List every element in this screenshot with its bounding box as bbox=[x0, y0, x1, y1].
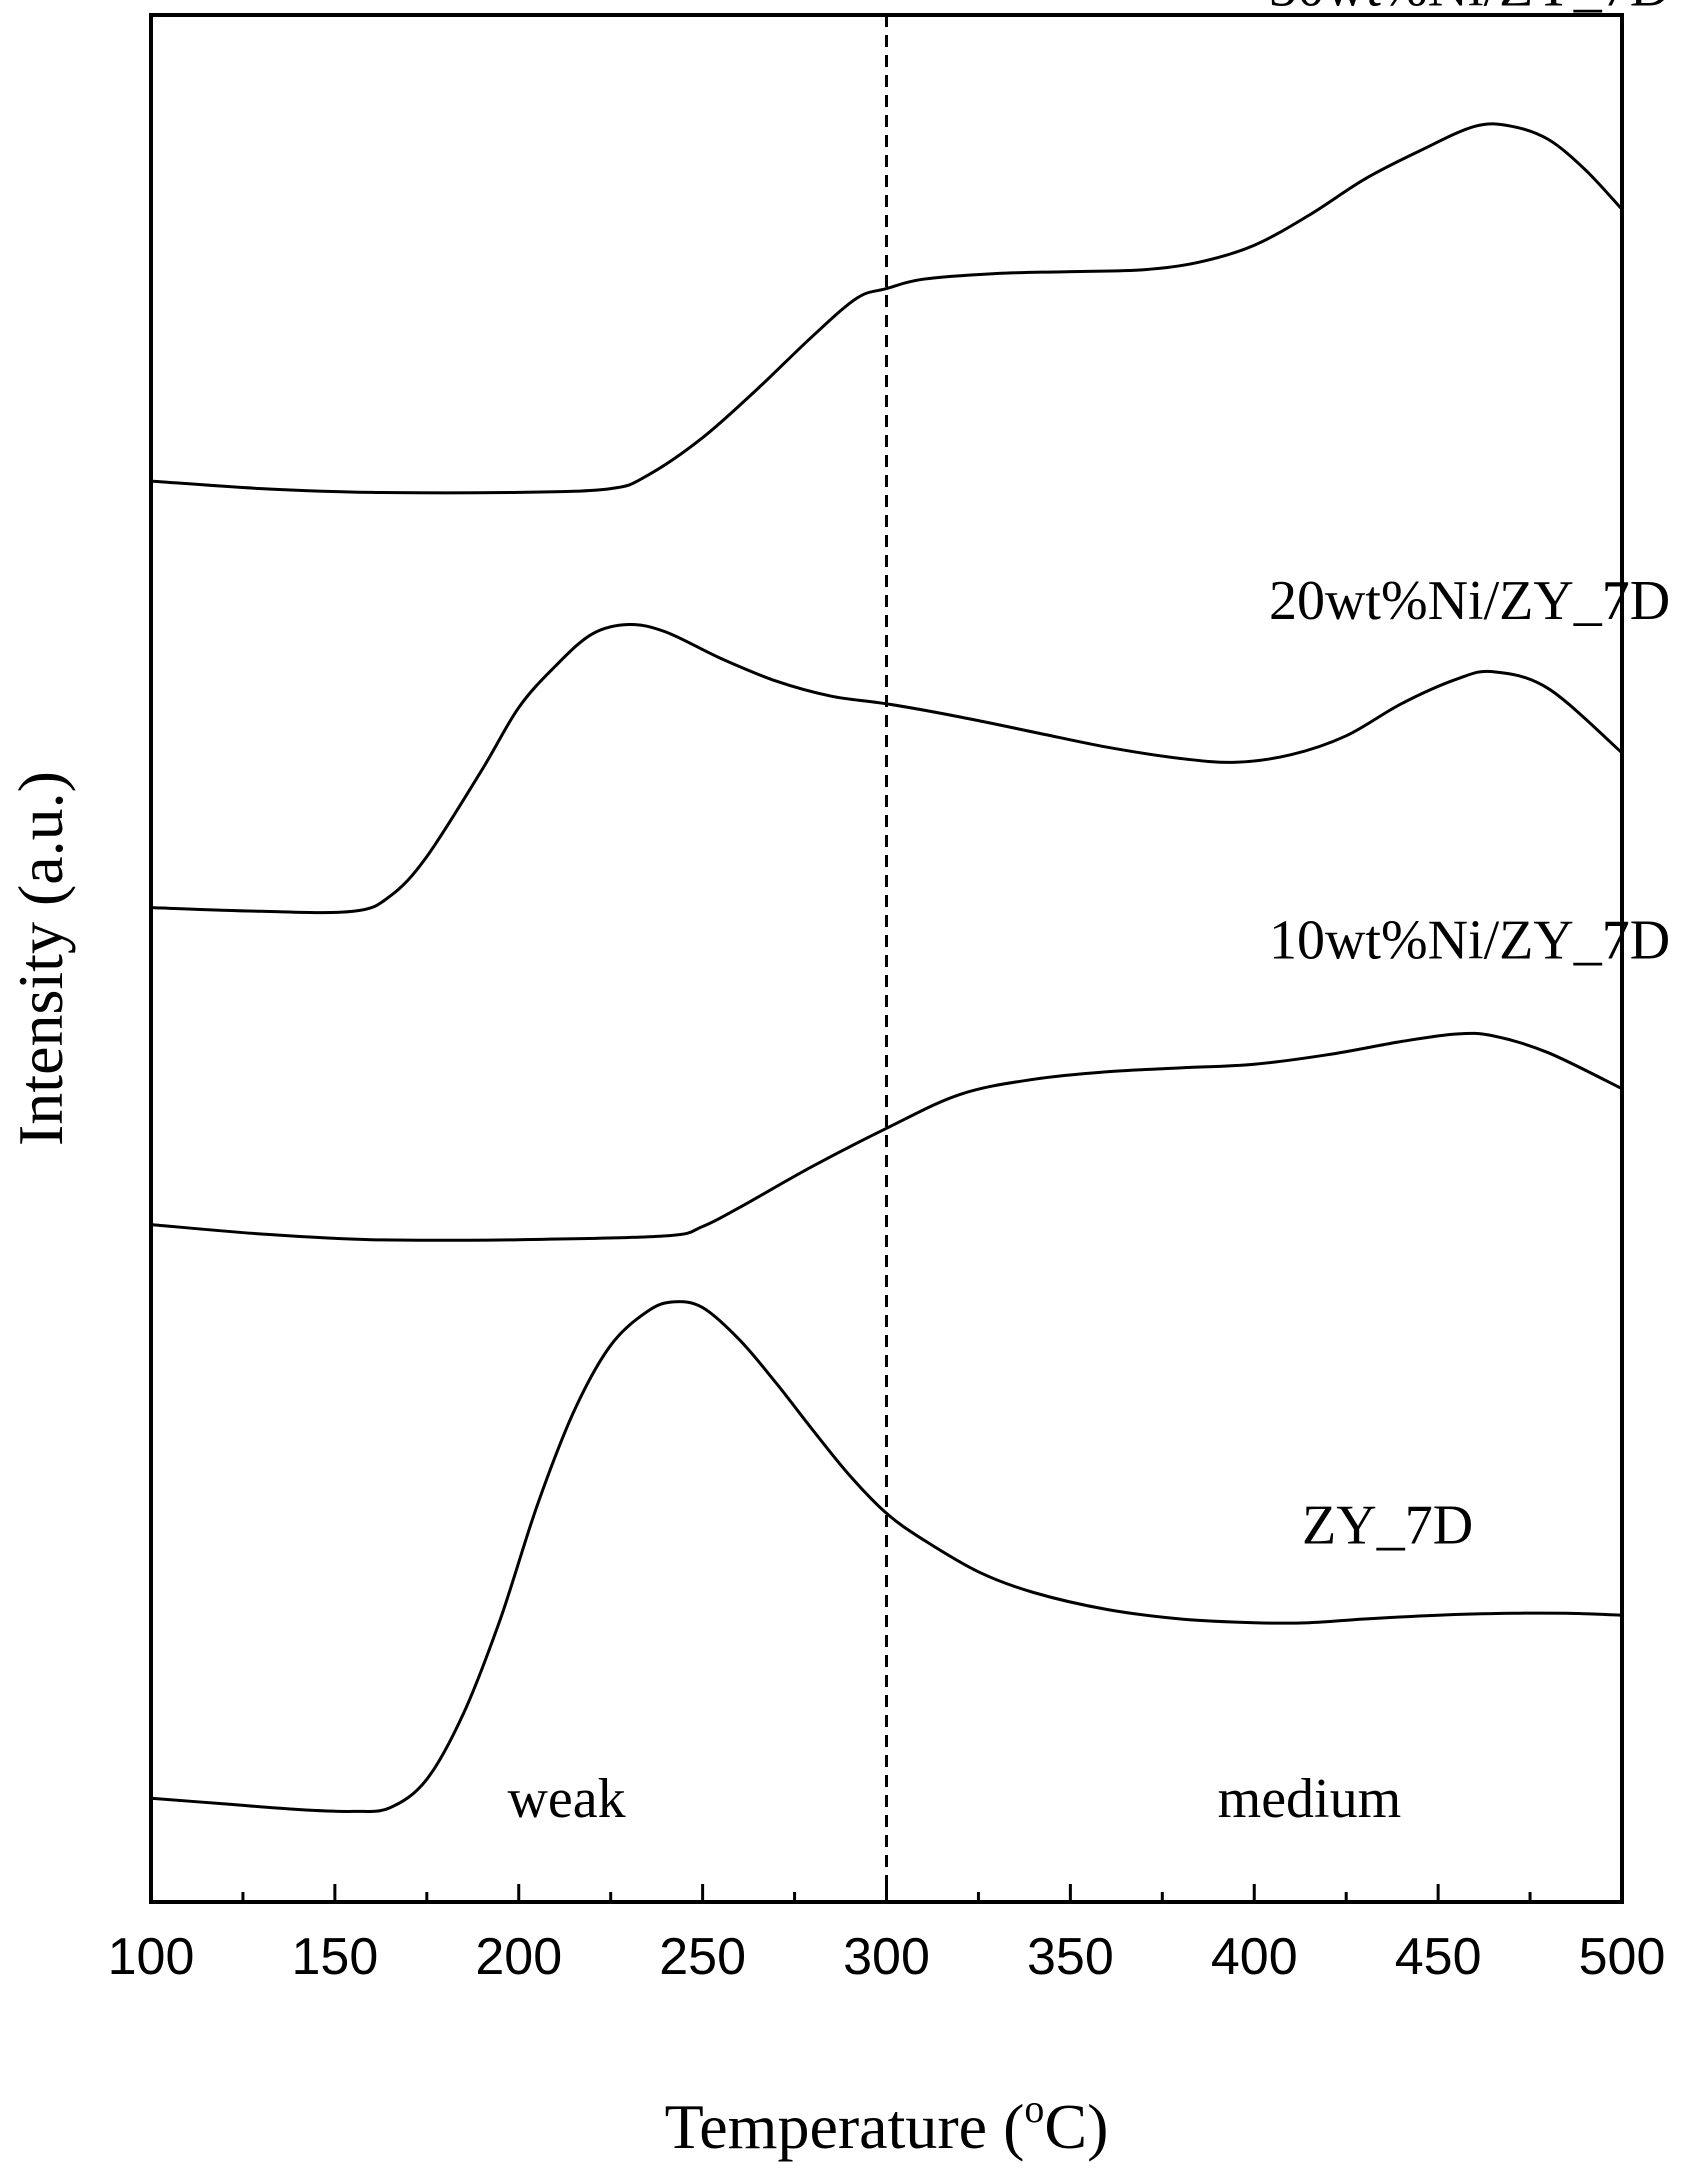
x-axis-ticks: 100 150 200 250 300 350 400 450 500 bbox=[108, 1884, 1666, 1986]
series-label: ZY_7D bbox=[1302, 1494, 1473, 1556]
x-axis-label: Temperature (oC) bbox=[665, 2086, 1109, 2162]
x-tick-label: 100 bbox=[108, 1928, 195, 1986]
x-tick-label: 200 bbox=[475, 1928, 562, 1986]
series-line-3 bbox=[150, 122, 1624, 495]
x-axis-label-main: Temperature ( bbox=[665, 2091, 1025, 2162]
series-line-1 bbox=[150, 1031, 1623, 1242]
series-label: 20wt%Ni/ZY_7D bbox=[1269, 570, 1670, 632]
series-layer bbox=[150, 122, 1624, 1813]
x-tick-label: 400 bbox=[1211, 1928, 1298, 1986]
series-line-0 bbox=[150, 1300, 1623, 1813]
series-line-2 bbox=[150, 622, 1623, 915]
y-axis-label: Intensity (a.u.) bbox=[5, 771, 76, 1146]
region-label: medium bbox=[1218, 1768, 1402, 1830]
series-label: 10wt%Ni/ZY_7D bbox=[1269, 910, 1670, 972]
x-tick-label: 500 bbox=[1579, 1928, 1666, 1986]
x-tick-label: 450 bbox=[1395, 1928, 1482, 1986]
x-axis-label-superscript: o bbox=[1024, 2086, 1044, 2131]
region-label: weak bbox=[507, 1768, 625, 1830]
x-tick-label: 150 bbox=[291, 1928, 378, 1986]
series-label: 30wt%Ni/ZY_7D bbox=[1269, 0, 1670, 19]
x-tick-label: 300 bbox=[843, 1928, 930, 1986]
x-tick-label: 350 bbox=[1027, 1928, 1114, 1986]
x-tick-label: 250 bbox=[659, 1928, 746, 1986]
x-axis-label-unit: C) bbox=[1044, 2091, 1108, 2162]
series-labels: ZY_7D 10wt%Ni/ZY_7D 20wt%Ni/ZY_7D 30wt%Ni/Z… bbox=[507, 0, 1670, 1830]
